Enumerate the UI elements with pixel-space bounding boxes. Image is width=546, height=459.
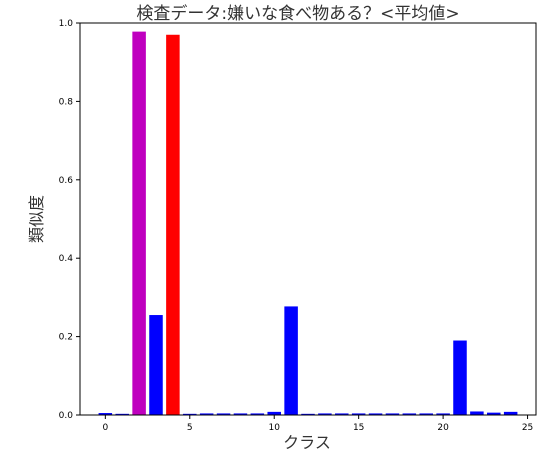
y-axis-label: 類似度: [27, 195, 46, 243]
x-axis-label: クラス: [283, 433, 331, 452]
bar-class-15: [351, 413, 366, 415]
bar-class-18: [402, 413, 417, 415]
bar-class-1: [115, 413, 129, 415]
bar-class-20: [436, 413, 450, 415]
x-tick-label: 10: [268, 423, 280, 433]
chart-title: 検査データ:嫌いな食べ物ある？<平均値>: [136, 3, 459, 24]
bar-class-11: [284, 306, 298, 415]
y-axis-ticks: 0.0 0.2 0.4 0.6 0.8 1.0: [59, 19, 80, 421]
y-tick-label: 1.0: [59, 19, 74, 29]
bar-class-16: [368, 413, 383, 415]
bar-class-6: [199, 413, 214, 415]
plot-frame: [79, 22, 537, 416]
bar-class-17: [385, 413, 400, 415]
bar-class-7: [216, 413, 231, 415]
bar-class-5: [183, 413, 197, 415]
y-tick-label: 0.4: [59, 254, 74, 264]
bar-class-10: [267, 411, 281, 415]
x-tick-label: 5: [187, 423, 193, 433]
y-tick-label: 0.6: [59, 176, 74, 186]
bar-class-4: [166, 34, 180, 415]
bar-class-9: [250, 413, 265, 415]
bar-class-14: [335, 413, 349, 415]
x-tick-label: 25: [522, 423, 533, 433]
bar-class-21: [453, 340, 467, 415]
y-tick-label: 0.8: [59, 97, 74, 107]
bar-class-0: [98, 413, 113, 415]
x-tick-label: 15: [353, 423, 364, 433]
bar-class-2: [132, 31, 146, 416]
x-tick-label: 0: [102, 423, 108, 433]
bar-class-23: [487, 412, 501, 415]
bar-class-19: [419, 413, 433, 415]
bar-class-12: [301, 413, 315, 415]
x-tick-label: 20: [437, 423, 449, 433]
bar-class-3: [149, 315, 163, 415]
bar-class-8: [233, 413, 248, 415]
bar-class-24: [503, 411, 518, 415]
bar-class-13: [318, 413, 332, 415]
plot-area: [98, 31, 518, 416]
x-axis-ticks: 0 5 10 15 20 25: [102, 415, 533, 433]
y-tick-label: 0.2: [59, 333, 73, 343]
bar-class-22: [470, 411, 484, 415]
y-tick-label: 0.0: [59, 411, 74, 421]
